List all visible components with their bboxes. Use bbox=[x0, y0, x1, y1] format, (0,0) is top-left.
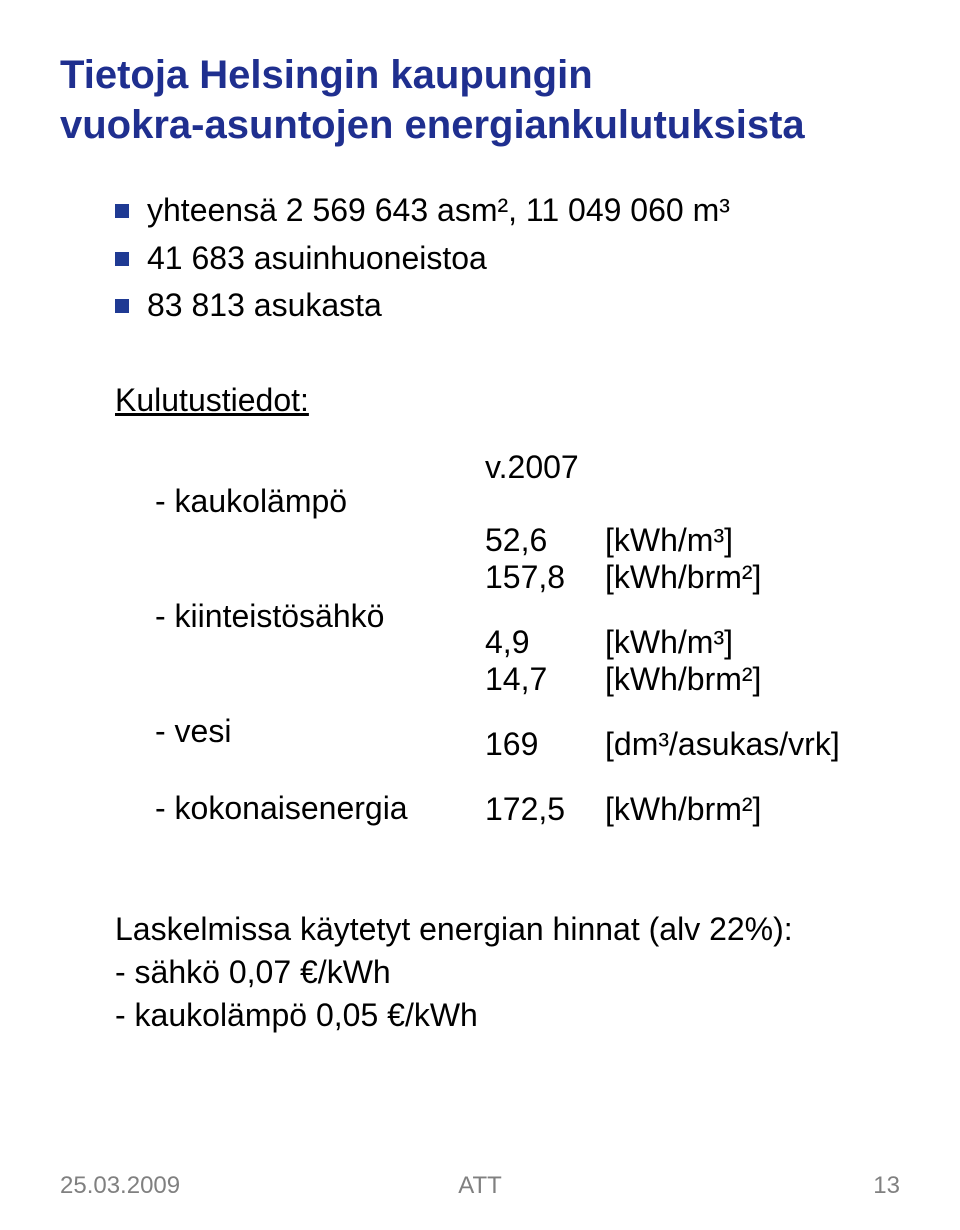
value-number: 169 bbox=[485, 726, 605, 763]
value-number: 4,9 bbox=[485, 624, 605, 661]
value-number: 14,7 bbox=[485, 661, 605, 698]
value-unit: [kWh/m³] bbox=[605, 522, 733, 559]
slide-title: Tietoja Helsingin kaupungin vuokra-asunt… bbox=[60, 50, 900, 150]
bullet-square-icon bbox=[115, 204, 129, 218]
values-column: v.2007 52,6 [kWh/m³] 157,8 [kWh/brm²] 4,… bbox=[485, 449, 840, 828]
note-line: - sähkö 0,07 €/kWh bbox=[115, 951, 900, 994]
row-label: - kiinteistösähkö bbox=[155, 598, 485, 635]
value-number: 157,8 bbox=[485, 559, 605, 596]
value-unit: [dm³/asukas/vrk] bbox=[605, 726, 840, 763]
value-number: 52,6 bbox=[485, 522, 605, 559]
note-block: Laskelmissa käytetyt energian hinnat (al… bbox=[60, 908, 900, 1038]
row-label: - kaukolämpö bbox=[155, 483, 485, 520]
bullet-square-icon bbox=[115, 299, 129, 313]
title-line-2: vuokra-asuntojen energiankulutuksista bbox=[60, 103, 805, 147]
value-row: 157,8 [kWh/brm²] bbox=[485, 559, 840, 596]
bullet-list: yhteensä 2 569 643 asm², 11 049 060 m³ 4… bbox=[60, 190, 900, 327]
note-line: - kaukolämpö 0,05 €/kWh bbox=[115, 994, 900, 1037]
bullet-text: 41 683 asuinhuoneistoa bbox=[147, 238, 487, 280]
labels-column: - kaukolämpö - kiinteistösähkö - vesi - … bbox=[155, 449, 485, 828]
note-line: Laskelmissa käytetyt energian hinnat (al… bbox=[115, 908, 900, 951]
value-unit: [kWh/brm²] bbox=[605, 661, 761, 698]
value-unit: [kWh/brm²] bbox=[605, 559, 761, 596]
kulutustiedot-label: Kulutustiedot: bbox=[60, 382, 900, 419]
value-row: 14,7 [kWh/brm²] bbox=[485, 661, 840, 698]
footer: 25.03.2009 ATT 13 bbox=[60, 1172, 900, 1200]
row-label: - kokonaisenergia bbox=[155, 790, 485, 827]
value-number: 172,5 bbox=[485, 791, 605, 828]
bullet-item: 41 683 asuinhuoneistoa bbox=[115, 238, 900, 280]
bullet-text: 83 813 asukasta bbox=[147, 285, 382, 327]
value-unit: [kWh/brm²] bbox=[605, 791, 761, 828]
value-unit: [kWh/m³] bbox=[605, 624, 733, 661]
bullet-item: yhteensä 2 569 643 asm², 11 049 060 m³ bbox=[115, 190, 900, 232]
value-row: 172,5 [kWh/brm²] bbox=[485, 791, 840, 828]
footer-page-number: 13 bbox=[873, 1172, 900, 1200]
value-row: 4,9 [kWh/m³] bbox=[485, 624, 840, 661]
year-label: v.2007 bbox=[485, 449, 840, 486]
bullet-text: yhteensä 2 569 643 asm², 11 049 060 m³ bbox=[147, 190, 730, 232]
bullet-square-icon bbox=[115, 252, 129, 266]
bullet-item: 83 813 asukasta bbox=[115, 285, 900, 327]
row-label: - vesi bbox=[155, 713, 485, 750]
data-columns: - kaukolämpö - kiinteistösähkö - vesi - … bbox=[60, 449, 900, 828]
value-row: 52,6 [kWh/m³] bbox=[485, 522, 840, 559]
title-line-1: Tietoja Helsingin kaupungin bbox=[60, 53, 593, 97]
value-row: 169 [dm³/asukas/vrk] bbox=[485, 726, 840, 763]
footer-date: 25.03.2009 bbox=[60, 1172, 180, 1200]
footer-center: ATT bbox=[458, 1172, 502, 1200]
